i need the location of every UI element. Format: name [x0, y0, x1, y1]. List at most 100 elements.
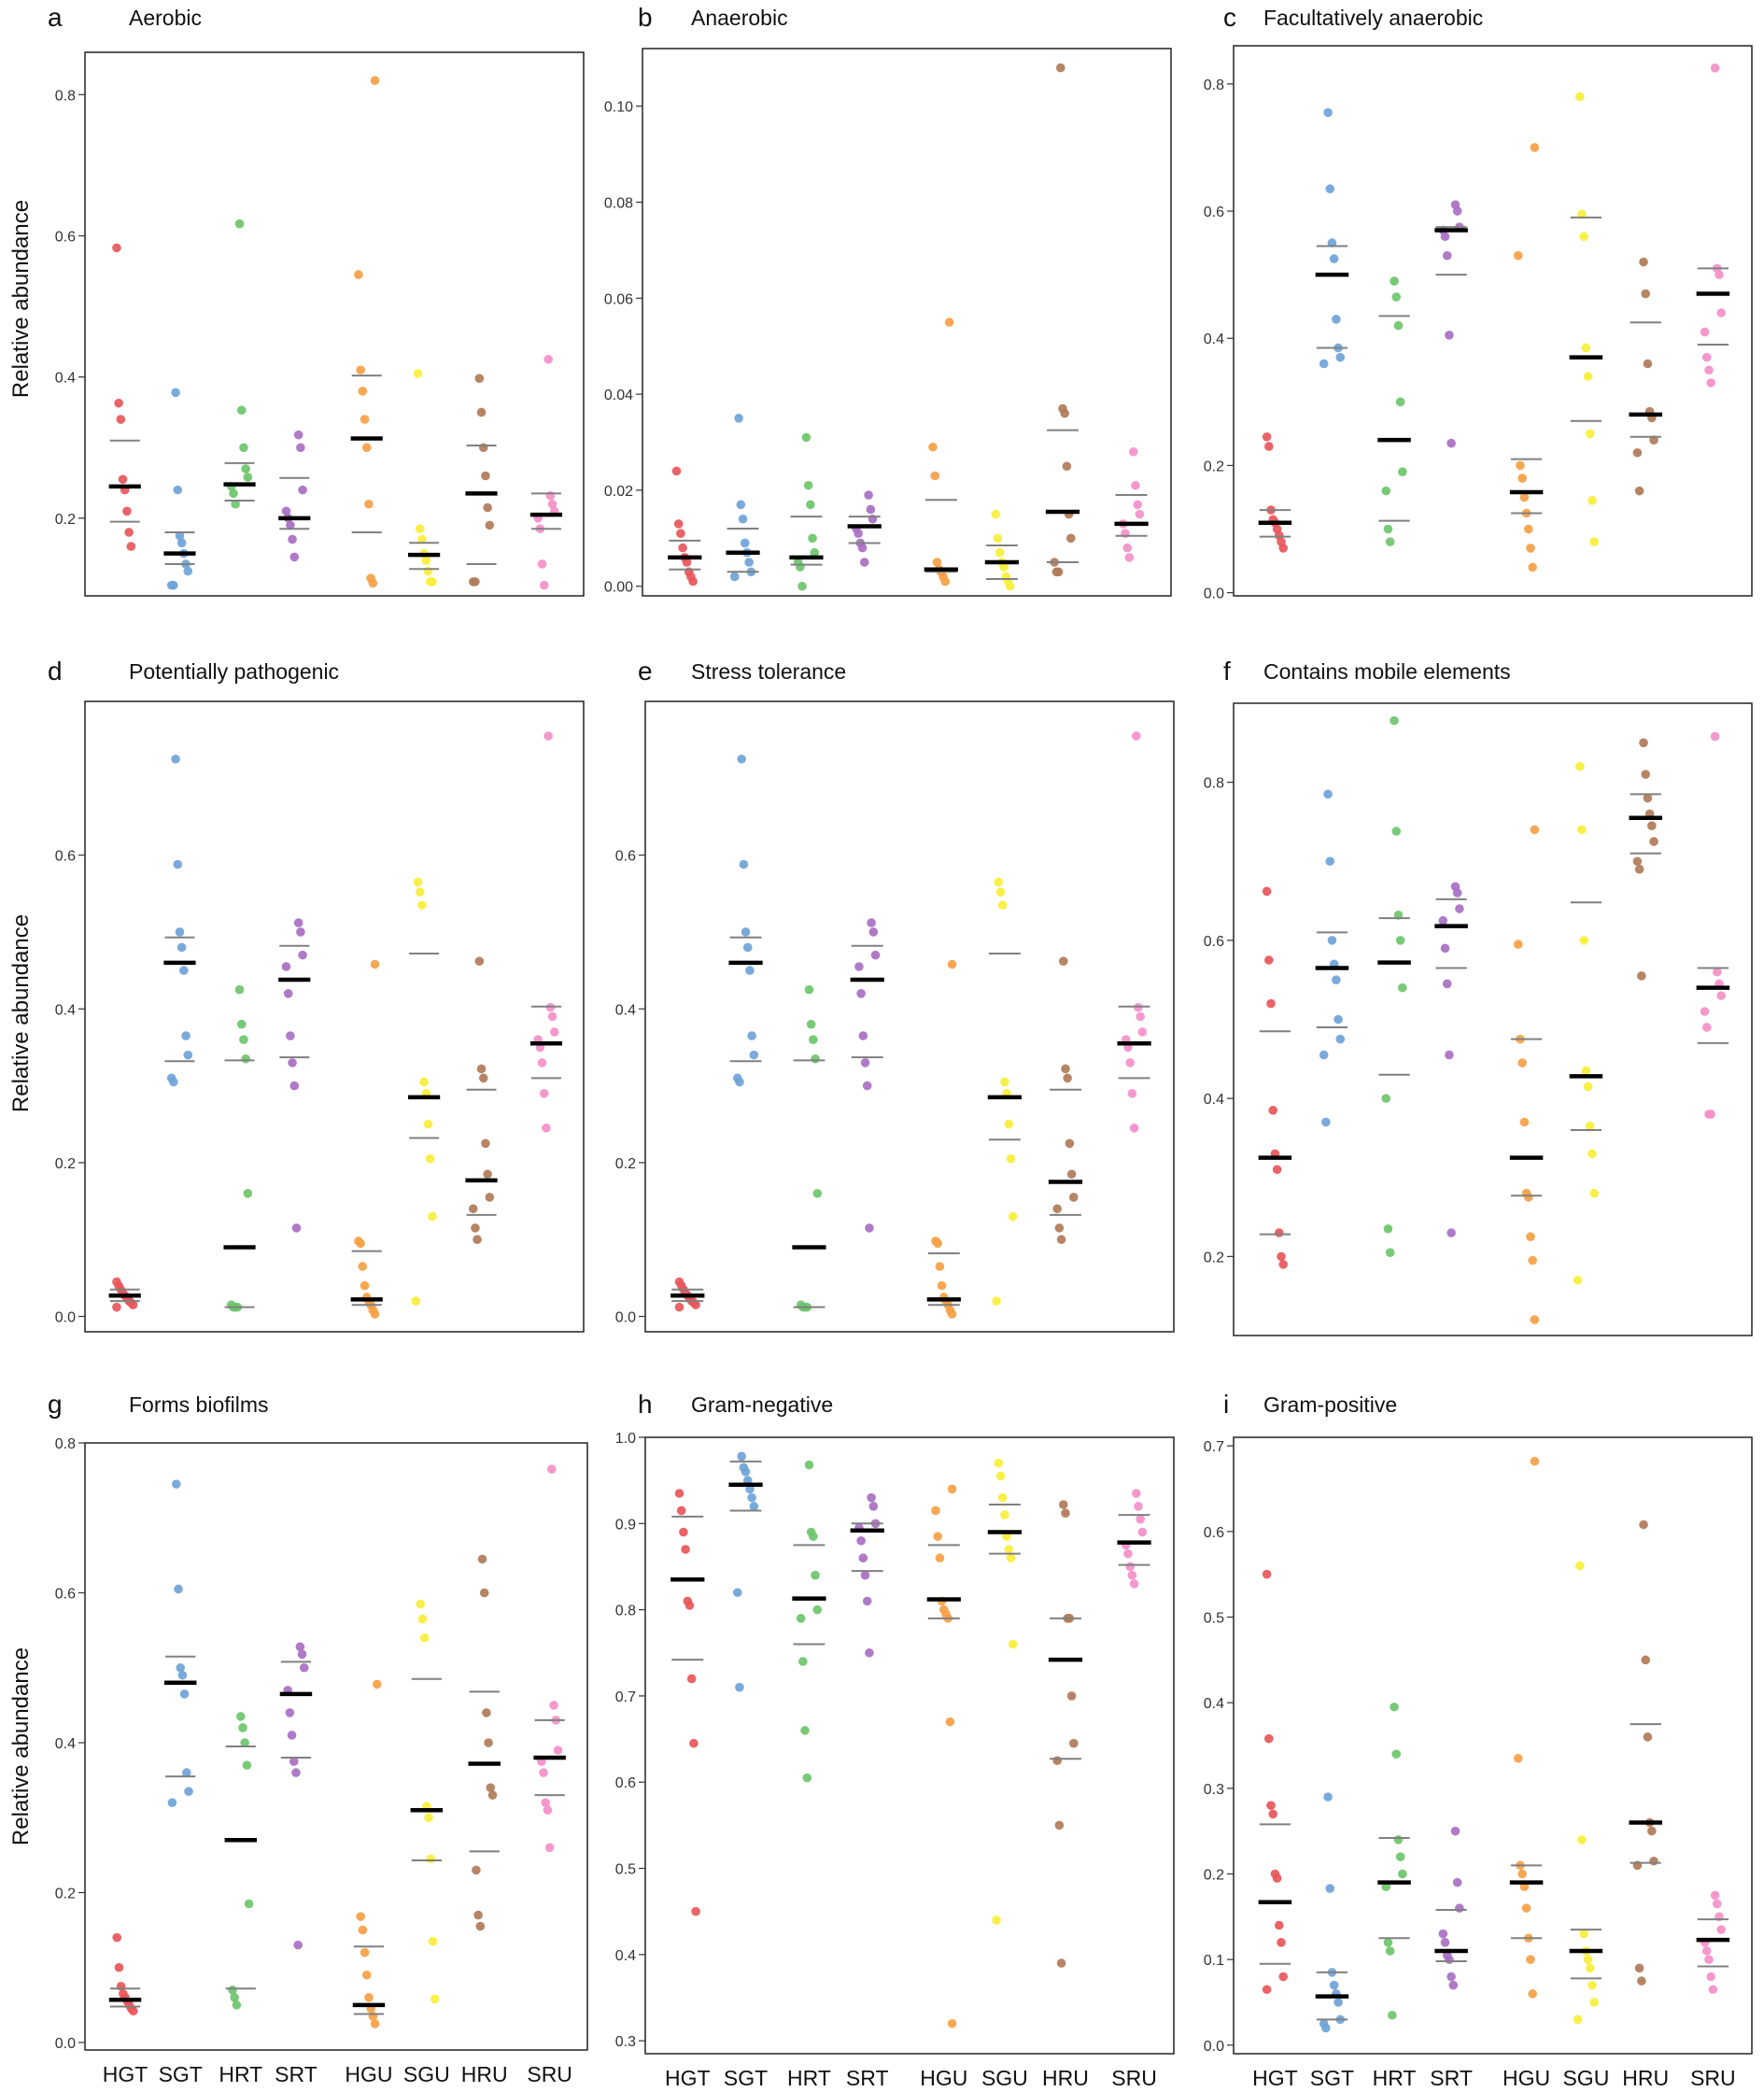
- x-tick-label-sru: SRU: [1111, 2066, 1157, 2090]
- data-point-hru: [1632, 856, 1643, 867]
- y-axis-label: Relative abundance: [8, 914, 34, 1112]
- data-point-sru: [537, 1058, 547, 1067]
- data-point-hrt: [797, 581, 807, 591]
- plot-frame-d: [84, 700, 585, 1333]
- data-point-hgu: [358, 1262, 368, 1271]
- data-point-hru: [483, 1169, 492, 1180]
- data-point-hgu: [947, 1309, 957, 1319]
- data-point-sru: [553, 1746, 563, 1755]
- y-tick-label: 0.0: [615, 1310, 636, 1326]
- data-point-hru: [478, 443, 488, 453]
- data-point-hrt: [796, 1614, 806, 1623]
- panel-letter-i: i: [1223, 1390, 1229, 1419]
- data-point-hrt: [1381, 1094, 1391, 1103]
- y-tick-label: 0.4: [1204, 1696, 1224, 1712]
- data-point-hrt: [1398, 1869, 1407, 1879]
- data-point-sgt: [175, 927, 185, 937]
- data-point-hru: [1649, 1856, 1658, 1866]
- data-point-hgu: [1513, 940, 1523, 949]
- data-point-hru: [1643, 359, 1653, 369]
- data-point-sru: [1716, 1925, 1726, 1934]
- data-point-sgt: [1334, 1014, 1343, 1025]
- data-point-hgt: [1262, 886, 1272, 897]
- data-point-hru: [1061, 1508, 1070, 1519]
- data-point-hgt: [682, 558, 692, 567]
- data-point-hgu: [1519, 492, 1530, 502]
- data-point-sgt: [735, 1077, 744, 1087]
- x-tick-label-hru: HRU: [461, 2062, 508, 2086]
- data-point-sru: [539, 1768, 548, 1777]
- data-point-sgt: [1332, 975, 1341, 984]
- data-point-srt: [291, 1768, 301, 1777]
- data-point-hru: [1068, 1193, 1079, 1202]
- data-point-sgu: [1008, 1639, 1018, 1649]
- data-point-sgu: [1005, 581, 1015, 591]
- data-point-hgu: [933, 1238, 942, 1249]
- data-point-srt: [288, 534, 297, 544]
- data-point-sgu: [1586, 1963, 1595, 1973]
- data-point-hgt: [1278, 1260, 1288, 1269]
- y-tick-label: 0.4: [1204, 1092, 1224, 1108]
- data-point-hru: [1054, 1223, 1065, 1233]
- data-point-hrt: [1383, 1938, 1393, 1947]
- data-point-hgu: [368, 578, 378, 588]
- y-tick-label: 0.2: [1204, 1868, 1224, 1884]
- data-point-sru: [549, 1027, 559, 1037]
- y-tick-label: 0.02: [604, 484, 633, 500]
- y-tick-label: 0.00: [604, 580, 633, 596]
- data-point-sgt: [749, 1502, 759, 1511]
- data-point-sgu: [1588, 496, 1597, 505]
- data-point-sgt: [737, 754, 746, 764]
- y-tick-label: 0.06: [604, 291, 633, 307]
- data-point-hru: [1053, 567, 1064, 577]
- data-point-sgu: [995, 547, 1005, 558]
- data-point-hrt: [1398, 982, 1407, 993]
- data-point-sgu: [1579, 936, 1588, 945]
- data-point-sgt: [732, 1588, 742, 1597]
- data-point-hgt: [1264, 955, 1274, 965]
- data-point-sgt: [182, 1768, 191, 1777]
- data-point-srt: [870, 950, 881, 960]
- data-point-sgt: [744, 558, 754, 567]
- data-point-hgt: [681, 1545, 690, 1554]
- data-point-sru: [1135, 509, 1145, 519]
- data-point-hgu: [358, 387, 368, 396]
- data-point-hgt: [674, 1489, 684, 1498]
- data-point-sgt: [1319, 359, 1329, 369]
- data-point-hgu: [360, 1280, 370, 1291]
- data-point-sru: [1710, 64, 1720, 73]
- data-point-hgt: [1275, 1228, 1284, 1237]
- y-tick-label: 0.0: [1204, 587, 1224, 602]
- data-point-hgu: [930, 471, 939, 481]
- data-point-hgu: [1530, 1315, 1540, 1324]
- data-point-hrt: [1381, 486, 1391, 496]
- data-point-hgu: [1530, 143, 1540, 152]
- panel-title-g: Forms biofilms: [129, 1392, 269, 1417]
- data-point-srt: [1445, 331, 1454, 340]
- data-point-hru: [1634, 1963, 1644, 1973]
- data-point-hru: [1061, 1064, 1070, 1074]
- data-point-hgu: [356, 365, 365, 375]
- data-point-hru: [476, 1064, 487, 1074]
- data-point-hgu: [935, 1262, 945, 1271]
- y-tick-label: 0.2: [1204, 459, 1224, 474]
- data-point-hru: [1649, 435, 1658, 445]
- data-point-hgu: [356, 1912, 365, 1921]
- data-point-sru: [1716, 991, 1726, 1000]
- data-point-hrt: [232, 2000, 242, 2010]
- y-tick-label: 0.6: [615, 849, 636, 865]
- data-point-sgt: [183, 566, 193, 576]
- data-point-srt: [1440, 1938, 1450, 1947]
- plot-frame-c: [1233, 45, 1753, 597]
- y-tick-label: 0.2: [1204, 1250, 1224, 1265]
- x-tick-label-hgt: HGT: [103, 2062, 148, 2086]
- data-point-hru: [1052, 1756, 1062, 1765]
- data-point-hrt: [243, 1189, 253, 1198]
- data-point-sru: [545, 490, 556, 501]
- data-point-hrt: [1393, 320, 1404, 331]
- data-point-hru: [476, 407, 487, 417]
- x-tick-label-hgu: HGU: [345, 2062, 392, 2086]
- data-point-hru: [486, 1783, 496, 1792]
- data-point-hgt: [671, 466, 682, 476]
- data-point-hgu: [937, 1280, 947, 1291]
